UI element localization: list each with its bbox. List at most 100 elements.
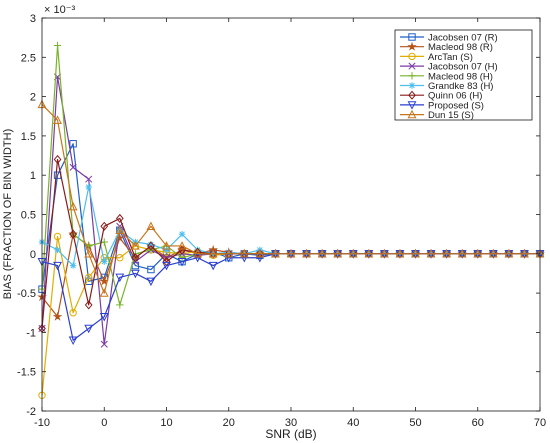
data-point [69,140,77,148]
data-point [85,183,92,191]
legend: Jacobsen 07 (R)Macleod 98 (R)ArcTan (S)J… [394,29,533,121]
legend-marker [408,62,416,70]
legend-entry: Quinn 06 (H) [400,90,482,102]
data-point [348,249,358,258]
legend-label: Dun 15 (S) [428,110,474,121]
legend-entry: Grandke 83 (H) [400,81,493,92]
data-point [411,249,420,258]
data-point [193,249,203,258]
y-tick-label: 3 [30,13,36,25]
data-point [84,324,94,334]
data-point [317,249,327,258]
legend-marker [408,33,416,41]
x-tick-label: 50 [409,417,421,429]
data-point [255,249,265,258]
data-point [69,262,77,269]
x-tick-label: 10 [160,417,172,429]
data-point [99,288,109,297]
legend-label: Proposed (S) [428,100,484,111]
data-point [116,254,124,262]
data-point [54,246,61,254]
data-point [100,340,108,348]
legend-entry: Jacobson 07 (H) [400,62,498,73]
legend-entry: Proposed (S) [400,100,484,111]
data-point [84,249,94,258]
y-tick-label: 1 [30,170,36,182]
legend-entry: Macleod 98 (R) [400,41,493,53]
data-point [208,249,218,258]
data-point [162,261,171,271]
y-tick-label: 0 [30,249,36,261]
data-point [146,221,156,230]
data-point [488,249,498,258]
y-tick-label: -1 [26,327,36,339]
data-point [177,241,187,250]
legend-marker [408,90,416,100]
data-point [379,249,389,258]
legend-label: Jacobsen 07 (R) [428,33,498,44]
y-tick-label: 2 [30,92,36,104]
data-point [271,249,280,258]
data-point [426,249,436,258]
data-point [100,238,108,246]
data-point [68,201,78,211]
data-point [130,269,140,279]
x-tick-label: 40 [347,417,359,429]
data-point [53,154,62,165]
legend-label: ArcTan (S) [428,52,473,63]
y-exponent-label: × 10⁻³ [44,4,76,16]
data-point [69,309,77,317]
data-point [302,249,311,258]
data-point [53,261,62,271]
x-tick-label: -10 [34,417,50,429]
x-tick-label: 70 [534,417,546,429]
data-point [130,241,140,250]
data-point [224,254,234,263]
data-point [504,249,514,258]
data-point [193,247,202,257]
data-point [225,249,232,256]
series-9 [37,99,545,297]
legend-entry: Jacobsen 07 (R) [400,33,498,44]
data-point [239,254,249,263]
legend-marker [408,52,416,61]
x-tick-label: 30 [285,417,297,429]
data-point [364,249,374,258]
data-point [68,336,78,346]
x-tick-label: 0 [101,417,107,429]
legend-marker [408,82,416,89]
y-tick-label: 1.5 [21,131,36,143]
data-point [84,273,93,282]
y-tick-label: 0.5 [21,210,36,222]
data-point [162,241,171,250]
data-point [520,249,529,258]
data-point [115,273,125,283]
data-point [69,163,77,171]
legend-label: Macleod 98 (H) [428,71,493,82]
data-point [147,265,155,274]
legend-label: Grandke 83 (H) [428,81,493,92]
data-point [53,41,62,50]
y-tick-label: 2.5 [21,52,36,64]
data-point [178,245,186,255]
data-point [116,301,124,309]
data-point [208,261,218,271]
data-point [69,229,77,239]
x-tick-label: 60 [472,417,484,429]
legend-entry: Dun 15 (S) [400,109,474,121]
y-tick-label: -1.5 [17,367,36,379]
legend-label: Macleod 98 (R) [428,42,493,53]
data-point [99,312,109,322]
data-point [53,115,62,124]
y-tick-label: -2 [26,406,36,418]
y-axis-label: BIAS (FRACTION OF BIN WIDTH) [2,129,14,300]
data-point [442,249,452,258]
data-point [115,213,124,224]
legend-marker [408,72,416,80]
data-point [224,249,234,258]
legend-label: Quinn 06 (H) [428,91,482,102]
data-point [209,249,218,259]
data-point [457,249,467,258]
legend-marker [407,109,417,119]
